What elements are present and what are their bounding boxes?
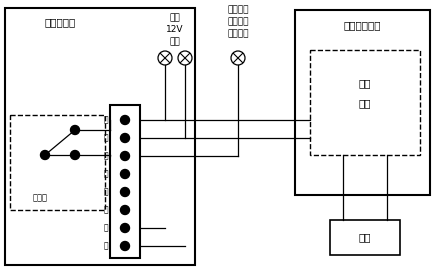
Text: 蓝: 蓝 <box>103 152 108 160</box>
Text: 开锁: 开锁 <box>359 78 371 88</box>
Circle shape <box>121 116 129 124</box>
Text: 白: 白 <box>103 188 108 196</box>
Circle shape <box>121 170 129 178</box>
Circle shape <box>121 188 129 196</box>
Bar <box>10 115 105 210</box>
Text: 输入楼宇: 输入楼宇 <box>227 6 249 14</box>
Text: 电源: 电源 <box>170 37 180 47</box>
Text: 褐: 褐 <box>103 134 108 142</box>
Text: 绿: 绿 <box>103 170 108 178</box>
Text: 对讲所需: 对讲所需 <box>227 17 249 27</box>
Bar <box>295 10 430 195</box>
Circle shape <box>121 224 129 232</box>
Text: 直流: 直流 <box>170 14 180 22</box>
Text: 继电器: 继电器 <box>33 194 48 202</box>
Text: 黄: 黄 <box>103 206 108 214</box>
Circle shape <box>121 152 129 160</box>
Text: 黑: 黑 <box>103 224 108 232</box>
Circle shape <box>70 150 80 160</box>
Text: 12V: 12V <box>166 25 184 35</box>
Text: 电锁: 电锁 <box>359 232 371 242</box>
Text: 红: 红 <box>103 242 108 250</box>
Circle shape <box>121 206 129 214</box>
Bar <box>310 50 420 155</box>
Text: 电路: 电路 <box>359 98 371 108</box>
Circle shape <box>121 242 129 250</box>
Text: 开锁信号: 开锁信号 <box>227 29 249 39</box>
Circle shape <box>40 150 49 160</box>
Text: 橙: 橙 <box>103 116 108 124</box>
Bar <box>5 8 195 265</box>
Bar <box>330 220 400 255</box>
Bar <box>110 105 140 258</box>
Text: 门禁控制器: 门禁控制器 <box>44 17 76 27</box>
Circle shape <box>70 125 80 135</box>
Text: 楼宇对讲主机: 楼宇对讲主机 <box>343 20 381 30</box>
Circle shape <box>121 134 129 142</box>
